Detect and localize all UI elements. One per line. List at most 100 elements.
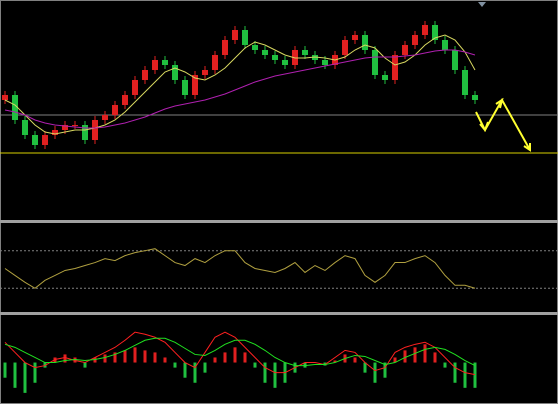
candle-body <box>272 55 278 60</box>
candle-body <box>362 35 368 50</box>
candle-body <box>132 80 138 95</box>
candle-body <box>302 50 308 55</box>
histogram-bar <box>373 362 377 383</box>
candle-body <box>422 25 428 35</box>
candle-body <box>12 95 18 120</box>
candle-body <box>82 125 88 140</box>
candle-body <box>222 40 228 55</box>
histogram-bar <box>463 362 467 388</box>
candle-body <box>452 50 458 70</box>
histogram-bar <box>113 352 117 363</box>
candle-body <box>72 125 78 126</box>
histogram-bar <box>163 357 167 363</box>
line <box>4 331 476 376</box>
histogram-bar <box>423 344 427 363</box>
candle-body <box>412 35 418 45</box>
candle-body <box>402 45 408 55</box>
candle-body <box>252 45 258 50</box>
plot-area <box>0 21 558 393</box>
histogram-bar <box>443 362 447 368</box>
histogram-bar <box>383 362 387 378</box>
histogram-bar <box>213 357 217 363</box>
histogram-bar <box>243 352 247 363</box>
histogram-bar <box>223 352 227 363</box>
candle-body <box>52 130 58 135</box>
arrow-head <box>523 143 531 152</box>
histogram-bar <box>273 362 277 388</box>
candle-body <box>472 95 478 100</box>
histogram-bar <box>263 362 267 383</box>
marker <box>478 2 486 7</box>
histogram-bar <box>63 354 67 363</box>
candle-body <box>162 60 168 65</box>
line <box>4 248 476 289</box>
histogram-bar <box>453 362 457 383</box>
line <box>4 49 476 129</box>
candle-body <box>212 55 218 70</box>
candle-body <box>102 115 108 120</box>
candle-body <box>372 50 378 75</box>
candle-body <box>392 55 398 80</box>
candle-body <box>322 60 328 65</box>
histogram-bar <box>433 352 437 363</box>
histogram-bar <box>3 362 7 378</box>
candle-body <box>142 70 148 80</box>
histogram-bar <box>153 352 157 363</box>
candle-body <box>352 35 358 40</box>
histogram-bar <box>133 347 137 363</box>
line <box>4 34 476 135</box>
histogram-bar <box>143 350 147 363</box>
candle-body <box>232 30 238 40</box>
histogram-bar <box>393 357 397 363</box>
candle-body <box>122 95 128 105</box>
histogram-bar <box>353 357 357 363</box>
candle-body <box>172 65 178 80</box>
histogram-bar <box>303 362 307 368</box>
histogram-bar <box>13 362 17 388</box>
candle-body <box>112 105 118 115</box>
candle-body <box>62 125 68 130</box>
histogram-bar <box>183 362 187 378</box>
histogram-bar <box>403 350 407 363</box>
histogram-bar <box>123 350 127 363</box>
arrow-head <box>479 121 489 132</box>
candle-body <box>432 25 438 40</box>
candle-body <box>42 135 48 145</box>
histogram-bar <box>203 362 207 373</box>
candle-body <box>442 40 448 50</box>
arrow-head <box>495 97 504 109</box>
histogram-bar <box>33 362 37 383</box>
candle-body <box>182 80 188 95</box>
candle-body <box>22 120 28 135</box>
histogram-bar <box>93 357 97 363</box>
candle-body <box>192 75 198 95</box>
candle-body <box>152 60 158 70</box>
candle-body <box>2 95 8 100</box>
line <box>4 337 476 367</box>
candle-body <box>92 120 98 140</box>
candle-body <box>262 50 268 55</box>
candle-body <box>462 70 468 95</box>
histogram-bar <box>103 354 107 363</box>
histogram-bar <box>23 362 27 393</box>
histogram-bar <box>413 347 417 363</box>
candle-body <box>282 60 288 65</box>
candle-body <box>32 135 38 145</box>
histogram-bar <box>253 362 257 368</box>
histogram-bar <box>333 360 337 363</box>
panel-divider <box>0 220 558 223</box>
histogram-bar <box>193 362 197 383</box>
histogram-bar <box>473 362 477 388</box>
histogram-bar <box>233 347 237 363</box>
histogram-bar <box>83 362 87 368</box>
candle-body <box>342 40 348 55</box>
histogram-bar <box>173 362 177 368</box>
candle-body <box>242 30 248 45</box>
forecast-path <box>475 97 531 151</box>
candle-body <box>382 75 388 80</box>
histogram-bar <box>363 362 367 373</box>
candle-body <box>202 70 208 75</box>
forecast-arrows <box>475 97 531 152</box>
